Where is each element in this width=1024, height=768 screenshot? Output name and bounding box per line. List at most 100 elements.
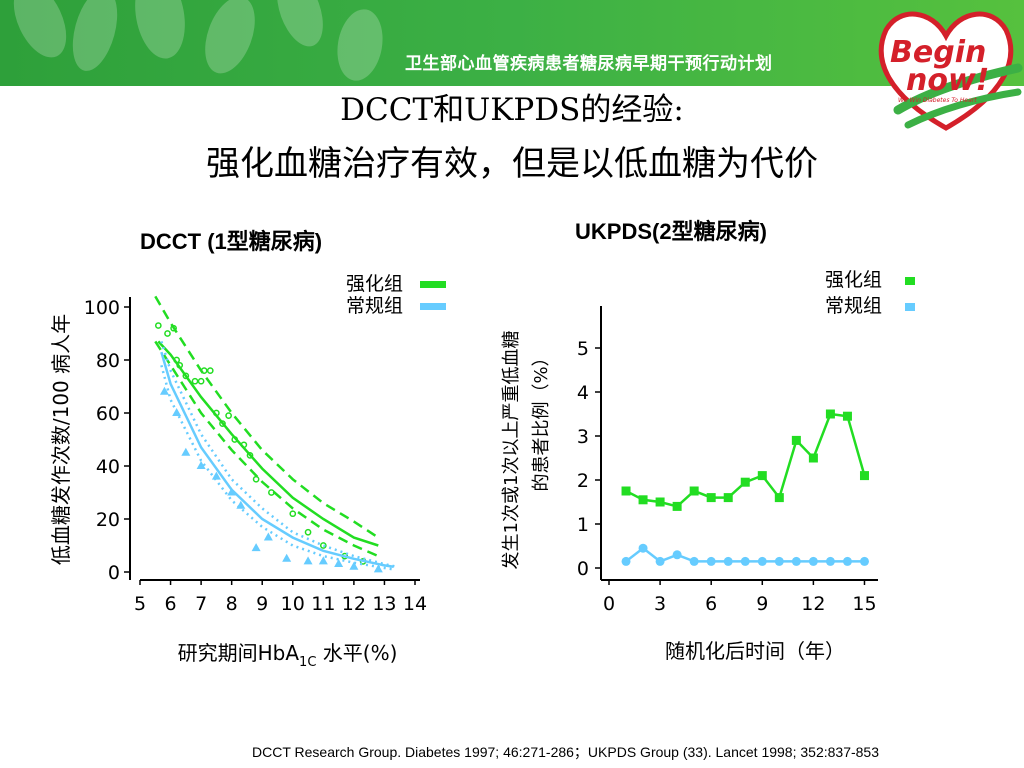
dcct-conventional-point <box>181 447 191 456</box>
dcct-intensive-ci-lower <box>154 340 379 558</box>
dcct-conventional-point <box>303 556 313 565</box>
dcct-y-tick-label: 0 <box>108 562 120 584</box>
dcct-conventional-point <box>227 487 237 496</box>
ukpds-y-tick-label: 4 <box>577 382 589 404</box>
slide-title-line1: DCCT和UKPDS的经验: <box>340 92 684 128</box>
dcct-x-axis-label: 研究期间HbA1C 水平(%) <box>178 641 398 670</box>
ukpds-y-tick-label: 3 <box>577 426 589 448</box>
header-banner: 卫生部心血管疾病患者糖尿病早期干预行动计划 <box>0 0 1024 86</box>
logo-now-text: now! <box>906 63 989 98</box>
dcct-intensive-point <box>240 441 248 449</box>
ukpds-x-axis-label: 随机化后时间（年） <box>665 639 845 663</box>
dcct-intensive-point <box>219 420 226 427</box>
logo-tagline: We Win Diabetes To Heart <box>898 97 977 104</box>
dcct-x-label-main: 研究期间HbA <box>178 641 300 665</box>
dcct-marks <box>154 295 397 573</box>
dcct-y-tick-label: 60 <box>96 403 120 425</box>
ukpds-intensive-point <box>825 409 835 419</box>
ukpds-y-tick-label: 5 <box>577 338 589 360</box>
dcct-intensive-point <box>231 436 239 443</box>
dcct-x-label-tail: 水平(%) <box>316 641 397 665</box>
ukpds-intensive-point <box>808 453 818 463</box>
dcct-intensive-point <box>225 412 232 419</box>
ukpds-conventional-point <box>808 556 818 566</box>
ukpds-intensive-point <box>757 471 767 481</box>
dcct-intensive-point <box>268 489 275 496</box>
dcct-y-axis-label: 低血糖发作次数/100 病人年 <box>49 314 73 565</box>
hands-decoration <box>13 0 383 81</box>
dcct-legend-label-conventional: 常规组 <box>346 295 403 317</box>
ukpds-intensive-point <box>774 493 784 503</box>
dcct-legend-swatch-conventional <box>420 303 446 310</box>
dcct-intensive-point <box>170 324 177 332</box>
dcct-conventional-point <box>159 386 169 395</box>
dcct-intensive-point <box>252 475 260 483</box>
dcct-intensive-point <box>173 356 181 364</box>
dcct-intensive-point <box>246 452 254 459</box>
dcct-x-tick-label: 8 <box>226 593 238 615</box>
dcct-x-tick-label: 5 <box>134 593 146 615</box>
dcct-legend-swatch-intensive <box>420 281 446 288</box>
dcct-intensive-point <box>176 361 184 369</box>
dcct-intensive-point <box>304 528 312 536</box>
dcct-legend-label-intensive: 强化组 <box>346 273 403 295</box>
dcct-y-tick-label: 100 <box>84 297 120 319</box>
dcct-intensive-point <box>289 510 297 518</box>
ukpds-chart-title: UKPDS(2型糖尿病) <box>575 219 767 244</box>
dcct-conventional-ci-upper <box>160 341 397 568</box>
ukpds-x-tick-label: 3 <box>654 593 666 615</box>
dcct-y-tick-label: 20 <box>96 509 120 531</box>
dcct-intensive-point <box>154 322 162 329</box>
ukpds-intensive-line <box>625 412 866 508</box>
logo-begin-text: Begin <box>890 35 986 70</box>
dcct-y-tick-label: 40 <box>96 456 120 478</box>
ukpds-conventional-point <box>791 556 801 566</box>
dcct-intensive-point <box>191 377 199 385</box>
ukpds-x-tick-label: 12 <box>801 593 825 615</box>
ukpds-x-tick-label: 9 <box>756 593 768 615</box>
dcct-intensive-point <box>164 330 171 337</box>
ukpds-conventional-point <box>655 556 665 566</box>
ukpds-intensive-point <box>859 471 869 481</box>
ukpds-y-tick-label: 2 <box>577 470 589 492</box>
ukpds-conventional-point <box>757 556 767 566</box>
ukpds-conventional-point <box>689 556 699 566</box>
dcct-conventional-point <box>263 532 273 541</box>
dcct-y-tick-label: 80 <box>96 350 120 372</box>
ukpds-intensive-point <box>672 501 682 511</box>
ukpds-intensive-point <box>621 486 631 496</box>
dcct-x-tick-label: 7 <box>195 593 207 615</box>
dcct-intensive-point <box>182 372 190 380</box>
dcct-conventional-point <box>282 553 292 562</box>
dcct-conventional-fit-line <box>160 351 394 568</box>
ukpds-conventional-point <box>638 543 648 553</box>
dcct-chart-title: DCCT (1型糖尿病) <box>140 229 323 254</box>
ukpds-y-tick-label: 1 <box>577 514 589 536</box>
dcct-conventional-point <box>236 500 246 509</box>
dcct-x-label-sub: 1C <box>299 655 316 670</box>
dcct-axes: 5 6 7 8 9 10 11 12 13 14 0 20 40 60 80 100 <box>84 297 427 615</box>
dcct-intensive-point <box>200 367 208 374</box>
banner-title: 卫生部心血管疾病患者糖尿病早期干预行动计划 <box>405 54 773 74</box>
ukpds-conventional-point <box>621 556 631 566</box>
ukpds-conventional-point <box>672 550 682 560</box>
ukpds-conventional-point <box>774 556 784 566</box>
ukpds-marks <box>621 409 869 566</box>
ukpds-conventional-point <box>706 556 716 566</box>
ukpds-intensive-point <box>740 477 750 487</box>
ukpds-intensive-point <box>723 493 733 503</box>
ukpds-x-tick-label: 15 <box>852 593 876 615</box>
dcct-intensive-fit-line <box>157 340 379 547</box>
dcct-conventional-point <box>334 559 344 568</box>
begin-now-logo: Begin now! We Win Diabetes To Heart <box>878 11 1023 131</box>
ukpds-legend-label-conventional: 常规组 <box>825 295 882 317</box>
dcct-x-tick-label: 13 <box>372 593 396 615</box>
ukpds-intensive-point <box>638 495 648 505</box>
dcct-conventional-point <box>251 543 261 552</box>
ukpds-legend-swatch-conventional <box>905 303 915 311</box>
ukpds-conventional-point <box>723 556 733 566</box>
